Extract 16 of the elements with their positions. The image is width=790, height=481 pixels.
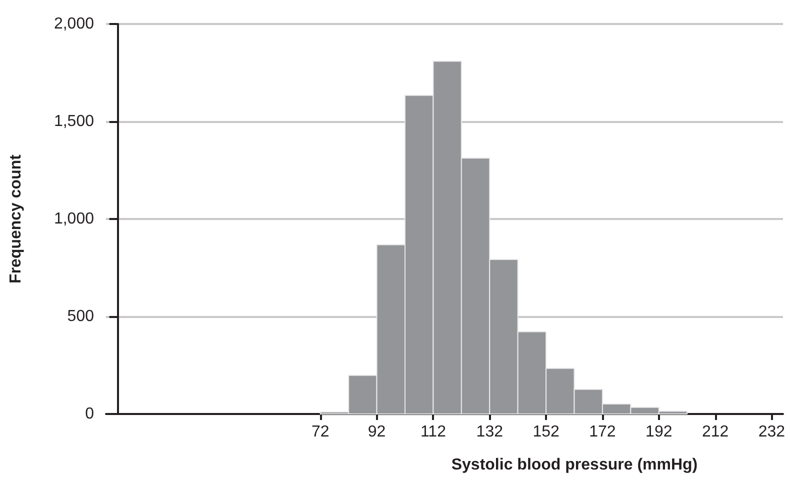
x-tick-label: 172 bbox=[589, 424, 616, 440]
y-tick-label: 500 bbox=[67, 308, 94, 325]
y-tick-label: 1,000 bbox=[54, 210, 94, 228]
y-tick-label: 1,500 bbox=[54, 113, 94, 130]
x-tick-label: 72 bbox=[311, 424, 330, 440]
x-tick-label: 112 bbox=[420, 424, 446, 440]
x-tick-label: 192 bbox=[646, 424, 672, 440]
y-axis-title: Frequency count bbox=[8, 154, 24, 284]
y-tick-label: 0 bbox=[85, 406, 94, 422]
x-tick-label: 132 bbox=[476, 424, 504, 440]
x-tick-label: 232 bbox=[758, 424, 786, 440]
x-tick-label: 92 bbox=[368, 424, 386, 440]
y-tick-label: 2,000 bbox=[54, 16, 94, 32]
x-tick-label: 152 bbox=[532, 424, 560, 440]
x-axis-title: Systolic blood pressure (mmHg) bbox=[451, 456, 698, 474]
x-tick-label: 212 bbox=[702, 424, 729, 440]
